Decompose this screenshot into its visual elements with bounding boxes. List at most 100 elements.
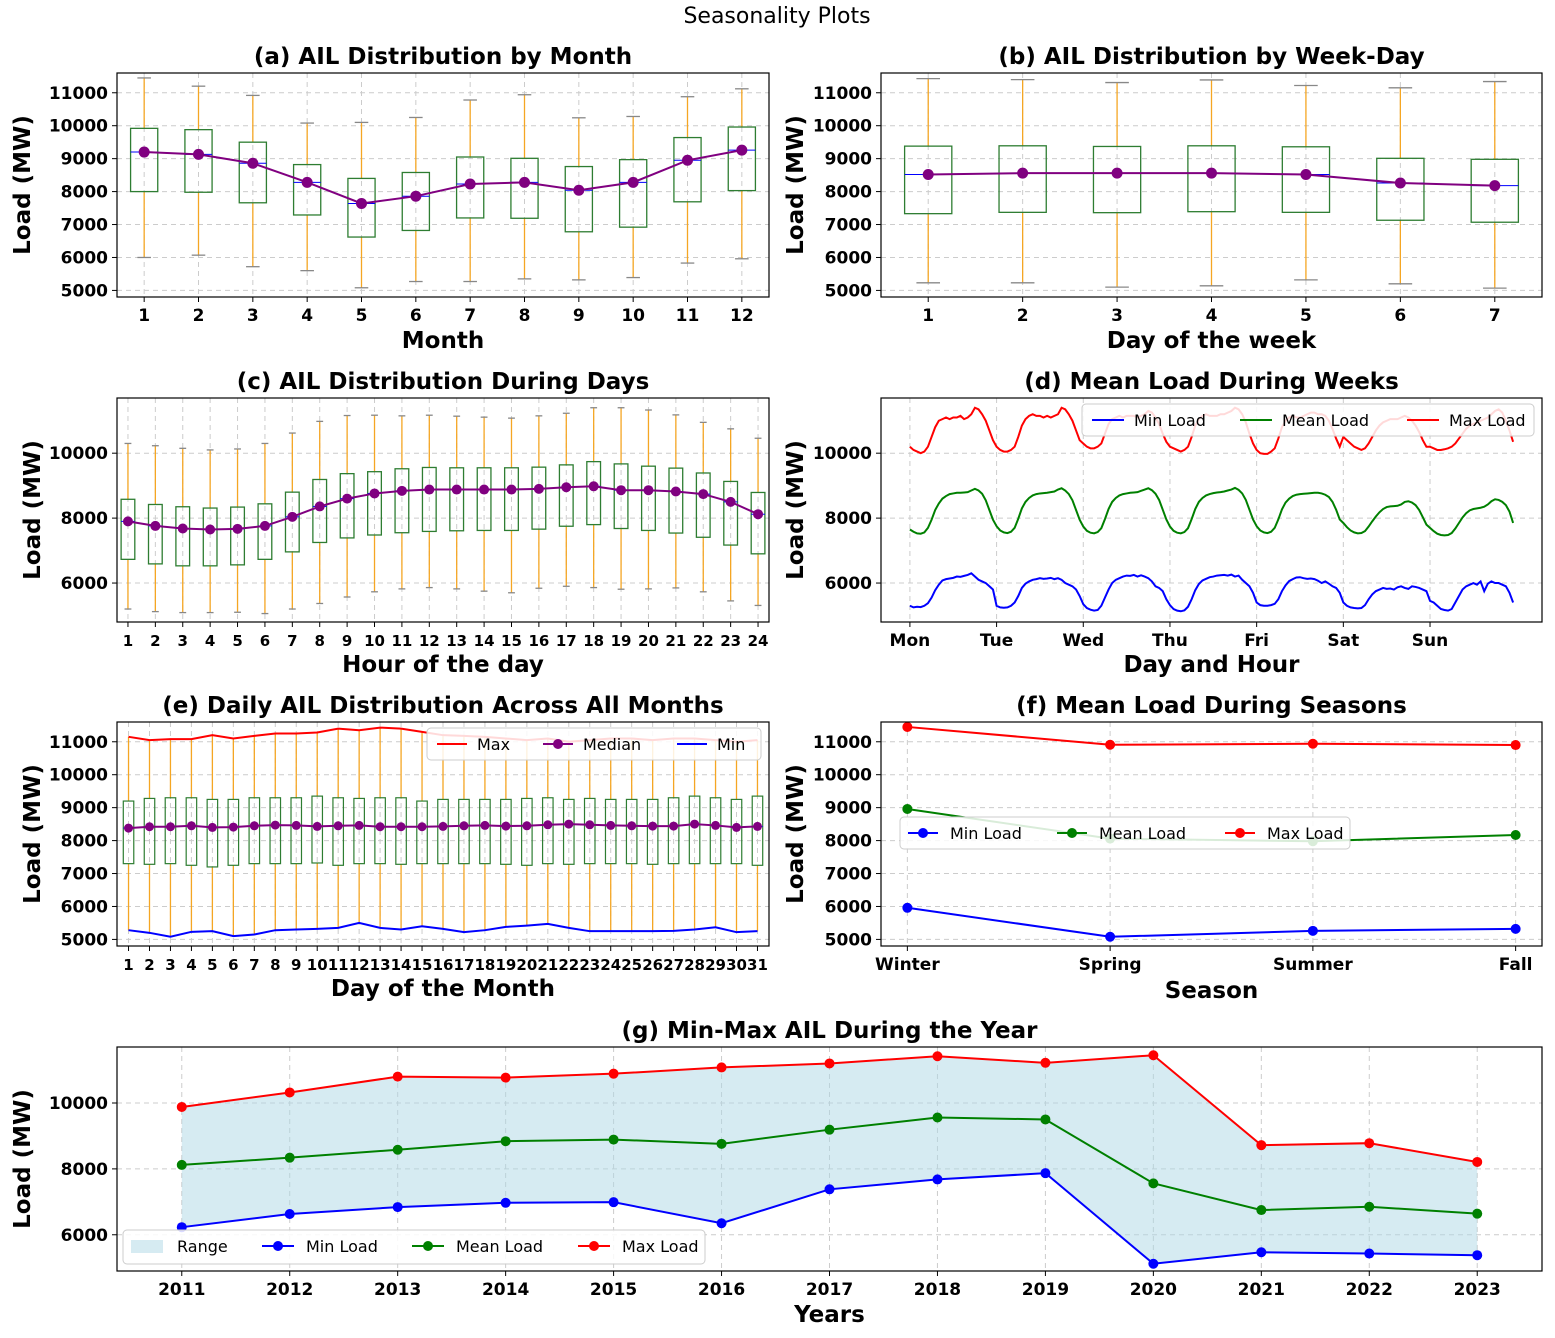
box-iqr	[564, 165, 594, 233]
x-tick-label: 26	[642, 956, 663, 974]
x-tick-label: 5	[232, 632, 242, 650]
x-tick-label: 3	[247, 306, 259, 326]
series-point	[1307, 925, 1318, 936]
series-point	[176, 1159, 187, 1170]
median-point	[501, 821, 511, 831]
median-point	[519, 176, 530, 188]
median-point	[451, 484, 462, 495]
y-tick-label: 6000	[61, 897, 108, 917]
y-axis-label: Load (MW)	[10, 115, 36, 255]
x-tick-label: 2	[193, 306, 205, 326]
median-point	[314, 501, 325, 512]
legend-label: Min Load	[950, 824, 1022, 843]
x-tick-label: 8	[519, 306, 531, 326]
box-iqr	[1092, 145, 1142, 214]
median-line	[127, 485, 759, 531]
x-tick-label: 13	[446, 632, 467, 650]
x-axis-label: Years	[793, 1302, 865, 1328]
box-iqr	[500, 798, 512, 865]
x-tick-label: 17	[556, 632, 577, 650]
y-tick-label: 6000	[825, 897, 872, 917]
box-iqr	[903, 145, 953, 215]
median-point	[417, 822, 427, 832]
y-tick-label: 7000	[825, 865, 872, 885]
median-point	[459, 821, 469, 831]
panel-d-weekly-line-chart: 6000 8000 10000 Mon Tue Wed Thu Fri Sat Sun (d) Me…	[783, 369, 1543, 678]
x-tick-label: 7	[249, 956, 259, 974]
median-point	[725, 496, 736, 507]
x-tick-label: 5	[1300, 306, 1312, 326]
box-iqr	[230, 506, 246, 566]
box-iqr	[395, 797, 407, 865]
box-iqr	[586, 460, 602, 526]
median-point	[177, 523, 188, 534]
x-tick-label: 12	[349, 956, 370, 974]
box-iqr	[667, 797, 680, 865]
legend-label: Max Load	[1267, 824, 1344, 843]
box-iqr	[1281, 146, 1331, 213]
box-iqr	[618, 158, 648, 228]
x-axis-label: Season	[1165, 978, 1259, 1004]
median-point	[1111, 167, 1123, 179]
box-iqr	[449, 467, 465, 532]
median-point	[588, 481, 599, 492]
median-point	[301, 176, 313, 188]
box-iqr	[1187, 145, 1236, 213]
min-line	[128, 921, 758, 938]
y-axis-label: Load (MW)	[10, 1089, 36, 1229]
median-point	[669, 821, 679, 831]
box-iqr	[129, 127, 159, 193]
box-iqr	[394, 468, 410, 534]
median-point	[627, 176, 639, 188]
box-iqr	[143, 797, 156, 865]
x-tick-label: 5	[207, 956, 217, 974]
axes-frame	[116, 721, 770, 947]
y-tick-label: 9000	[61, 150, 108, 170]
legend-label: Mean Load	[1282, 411, 1369, 430]
median-point	[124, 823, 134, 833]
x-tick-label: 7	[287, 632, 297, 650]
x-tick-label: 1	[123, 632, 133, 650]
box-iqr	[185, 797, 198, 866]
median-point	[396, 822, 406, 832]
box-iqr	[416, 800, 428, 865]
legend-label: Mean Load	[1099, 824, 1186, 843]
median-point	[410, 190, 422, 202]
box-iqr	[292, 163, 322, 216]
x-axis-label: Hour of the day	[342, 652, 544, 678]
series-point	[1307, 738, 1318, 749]
median-point	[424, 484, 435, 495]
median-point	[648, 821, 658, 831]
x-tick-label: 2023	[1454, 1280, 1501, 1300]
x-tick-label: Wed	[1062, 631, 1104, 651]
y-tick-label: 10000	[49, 117, 108, 137]
box-iqr	[284, 491, 300, 553]
x-tick-label: 12	[419, 632, 440, 650]
y-tick-label: 11000	[813, 84, 872, 104]
median-point	[259, 520, 270, 531]
median-point	[690, 819, 700, 829]
x-tick-label: 9	[342, 632, 352, 650]
median-point	[247, 157, 259, 169]
x-tick-label: 2020	[1130, 1280, 1177, 1300]
axes-frame	[880, 397, 1543, 623]
panel-title: (e) Daily AIL Distribution Across All Mo…	[162, 693, 723, 719]
median-point	[342, 493, 353, 504]
x-tick-label: 2022	[1346, 1280, 1393, 1300]
box-iqr	[750, 491, 766, 555]
legend-box	[426, 727, 762, 761]
x-tick-label: 7	[464, 306, 476, 326]
legend-label: Range	[177, 1237, 228, 1256]
box-iqr	[668, 467, 684, 534]
median-point	[479, 484, 490, 495]
median-point	[573, 184, 585, 196]
median-point	[354, 820, 364, 830]
box-iqr	[613, 463, 629, 530]
series-point	[1472, 1250, 1483, 1261]
series-point	[932, 1174, 943, 1185]
box-iqr	[558, 464, 574, 527]
median-point	[682, 154, 693, 166]
y-tick-label: 5000	[825, 930, 872, 950]
x-tick-label: 2	[1017, 306, 1029, 326]
